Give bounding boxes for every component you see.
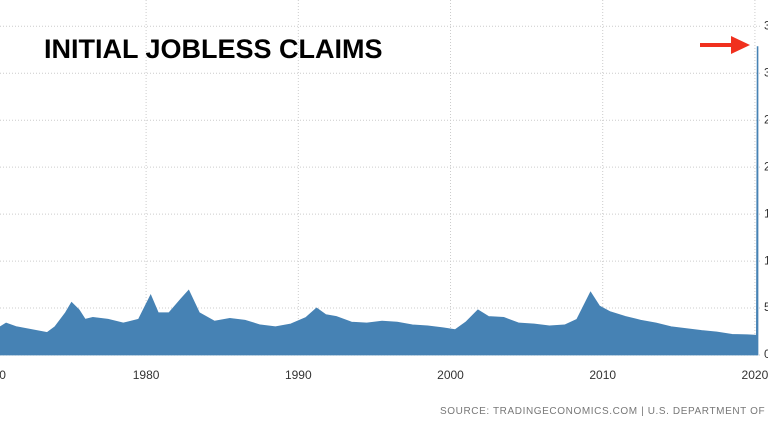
x-tick-label: 2000 [437,368,464,382]
x-tick-label: 2020 [742,368,768,382]
y-tick-label: 2 [764,112,768,126]
x-tick-label: 70 [0,368,6,382]
x-tick-label: 2010 [589,368,616,382]
source-note: SOURCE: TRADINGECONOMICS.COM | U.S. DEPA… [440,406,768,417]
area [0,46,759,356]
y-tick-label: 1 [764,206,768,220]
x-tick-label: 1990 [285,368,312,382]
y-tick-label: 3 [764,18,768,32]
y-tick-label: 2 [764,159,768,173]
arrow-head [731,36,750,54]
x-tick-label: 1980 [133,368,160,382]
y-tick-label: 0 [764,347,768,361]
chart-title: INITIAL JOBLESS CLAIMS [44,34,383,64]
y-tick-label: 5 [764,300,768,314]
y-tick-label: 1 [764,253,768,267]
plot: 0 5 1 1 2 2 3 3 70 1980 1990 2000 2010 2020 [0,0,768,382]
y-tick-label: 3 [764,65,768,79]
arrow [700,36,750,54]
